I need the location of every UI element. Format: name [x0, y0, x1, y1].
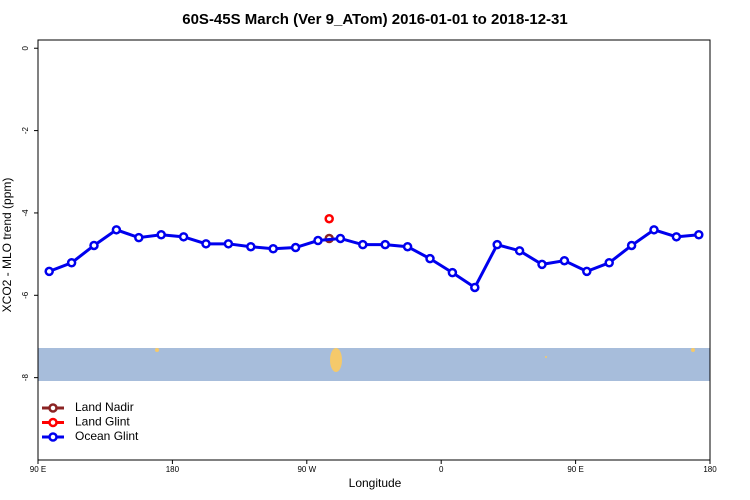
point	[111, 225, 122, 235]
point	[156, 230, 166, 240]
x-tick-label: 90 W	[297, 465, 316, 474]
x-tick-label: 90 E	[567, 465, 583, 474]
point	[582, 266, 592, 277]
y-tick-label: 0	[21, 45, 30, 50]
point	[268, 244, 278, 254]
chart-title: 60S-45S March (Ver 9_ATom) 2016-01-01 to…	[182, 11, 567, 28]
point	[89, 240, 99, 251]
point	[649, 225, 659, 235]
point	[514, 246, 525, 256]
point	[313, 235, 323, 246]
x-tick-label: 0	[439, 465, 444, 474]
point	[402, 241, 413, 252]
point	[201, 239, 211, 249]
y-tick-label: -8	[21, 374, 30, 382]
point	[694, 230, 704, 240]
point	[134, 232, 144, 243]
legend-label: Land Glint	[75, 415, 130, 429]
x-axis-label: Longitude	[349, 476, 402, 490]
point	[425, 253, 435, 264]
legend-label: Ocean Glint	[75, 429, 139, 443]
point	[492, 239, 502, 250]
point	[537, 259, 547, 270]
legend-marker	[48, 403, 58, 413]
point	[380, 239, 390, 250]
point	[246, 241, 256, 252]
point	[66, 258, 77, 268]
point	[223, 239, 234, 249]
legend-marker	[48, 432, 58, 442]
point	[626, 240, 637, 251]
y-axis-label: XCO2 - MLO trend (ppm)	[0, 178, 14, 313]
point	[447, 267, 458, 278]
legend-marker	[48, 417, 58, 428]
point	[335, 233, 346, 244]
y-tick-label: -4	[21, 209, 30, 217]
point	[44, 266, 54, 277]
point	[178, 232, 189, 242]
y-tick-label: -2	[21, 126, 30, 134]
x-tick-label: 90 E	[30, 465, 46, 474]
x-tick-label: 180	[166, 465, 180, 474]
plot-frame	[37, 39, 711, 461]
series-line	[48, 228, 699, 290]
point	[559, 255, 570, 266]
x-tick-label: 180	[703, 465, 717, 474]
point	[358, 239, 368, 250]
point	[290, 242, 301, 253]
point	[604, 258, 614, 268]
point	[324, 213, 334, 224]
point	[671, 232, 682, 242]
legend-label: Land Nadir	[75, 400, 134, 414]
map-strip	[38, 348, 710, 381]
point	[470, 282, 480, 293]
y-tick-label: -6	[21, 291, 30, 299]
